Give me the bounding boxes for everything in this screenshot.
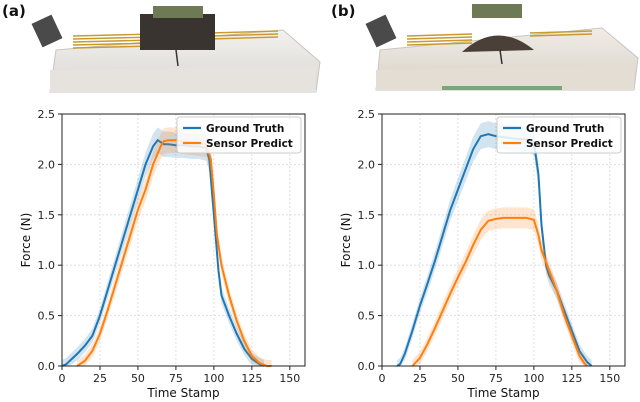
chart-a-axes-frame xyxy=(61,113,306,367)
chart-b-axes-frame xyxy=(381,113,626,367)
chart-b-x-tick-label: 0 xyxy=(379,372,386,385)
chart-a-x-tick-label: 50 xyxy=(131,372,145,385)
chart-b-x-tick-label: 125 xyxy=(561,372,582,385)
chart-a-x-tick-label: 25 xyxy=(93,372,107,385)
chart-a-x-tick-label: 100 xyxy=(203,372,224,385)
chart-a: 0 25 50 75 100 125 150 0.0 0.5 1.0 1.5 2.0 2.5 Time S… xyxy=(19,108,306,400)
chart-b-y-tick-label: 2.0 xyxy=(358,158,376,171)
chart-b-x-tick-label: 100 xyxy=(523,372,544,385)
chart-b-series-line-0 xyxy=(396,133,593,367)
chart-b-x-tick-label: 50 xyxy=(451,372,465,385)
chart-b-series-band-1 xyxy=(412,207,588,366)
chart-a-y-tick-label: 0.5 xyxy=(38,310,56,323)
chart-b-y-axis-label: Force (N) xyxy=(339,213,353,268)
chart-b-y-tick-label: 0.5 xyxy=(358,310,376,323)
chart-a-series-band-0 xyxy=(62,127,264,367)
chart-b-y-tick-label: 2.5 xyxy=(358,108,376,121)
chart-b-x-axis-label: Time Stamp xyxy=(466,386,539,400)
chart-a-y-tick-label: 1.5 xyxy=(38,209,56,222)
chart-b-y-tick-label: 0.0 xyxy=(358,360,376,373)
chart-a-y-tick-label: 2.5 xyxy=(38,108,56,121)
chart-b-series-band-0 xyxy=(397,121,592,366)
chart-b-x-tick-label: 75 xyxy=(489,372,503,385)
chart-b-y-tick-label: 1.5 xyxy=(358,209,376,222)
chart-b-series-line-1 xyxy=(411,216,588,367)
chart-a-legend-box xyxy=(176,116,302,154)
chart-a-legend-label-1: Sensor Predict xyxy=(206,138,293,150)
sensor-photo-a xyxy=(31,6,321,93)
panel-label-a: (a) xyxy=(2,2,26,20)
chart-a-x-tick-label: 150 xyxy=(279,372,300,385)
chart-b: 0 25 50 75 100 125 150 0.0 0.5 1.0 1.5 2.0 2.5 Time S… xyxy=(339,108,626,400)
chart-b-y-tick-label: 1.0 xyxy=(358,259,376,272)
chart-b-legend-label-1: Sensor Predict xyxy=(526,138,613,150)
chart-a-y-tick-label: 0.0 xyxy=(38,360,56,373)
chart-a-x-axis-label: Time Stamp xyxy=(146,386,219,400)
chart-b-x-tick-label: 25 xyxy=(413,372,427,385)
chart-a-x-tick-label: 0 xyxy=(59,372,66,385)
chart-b-legend-label-0: Ground Truth xyxy=(526,123,604,135)
chart-a-y-tick-label: 1.0 xyxy=(38,259,56,272)
chart-b-x-tick-label: 150 xyxy=(599,372,620,385)
chart-b-legend-box xyxy=(496,116,622,154)
chart-a-x-tick-label: 125 xyxy=(241,372,262,385)
chart-a-series-line-0 xyxy=(61,138,265,367)
panel-label-b: (b) xyxy=(331,2,356,20)
sensor-photo-b xyxy=(365,4,639,91)
chart-a-x-tick-label: 75 xyxy=(169,372,183,385)
chart-a-y-axis-label: Force (N) xyxy=(19,213,33,268)
chart-a-series-band-1 xyxy=(77,127,272,367)
chart-a-legend-label-0: Ground Truth xyxy=(206,123,284,135)
chart-a-y-tick-label: 2.0 xyxy=(38,158,56,171)
